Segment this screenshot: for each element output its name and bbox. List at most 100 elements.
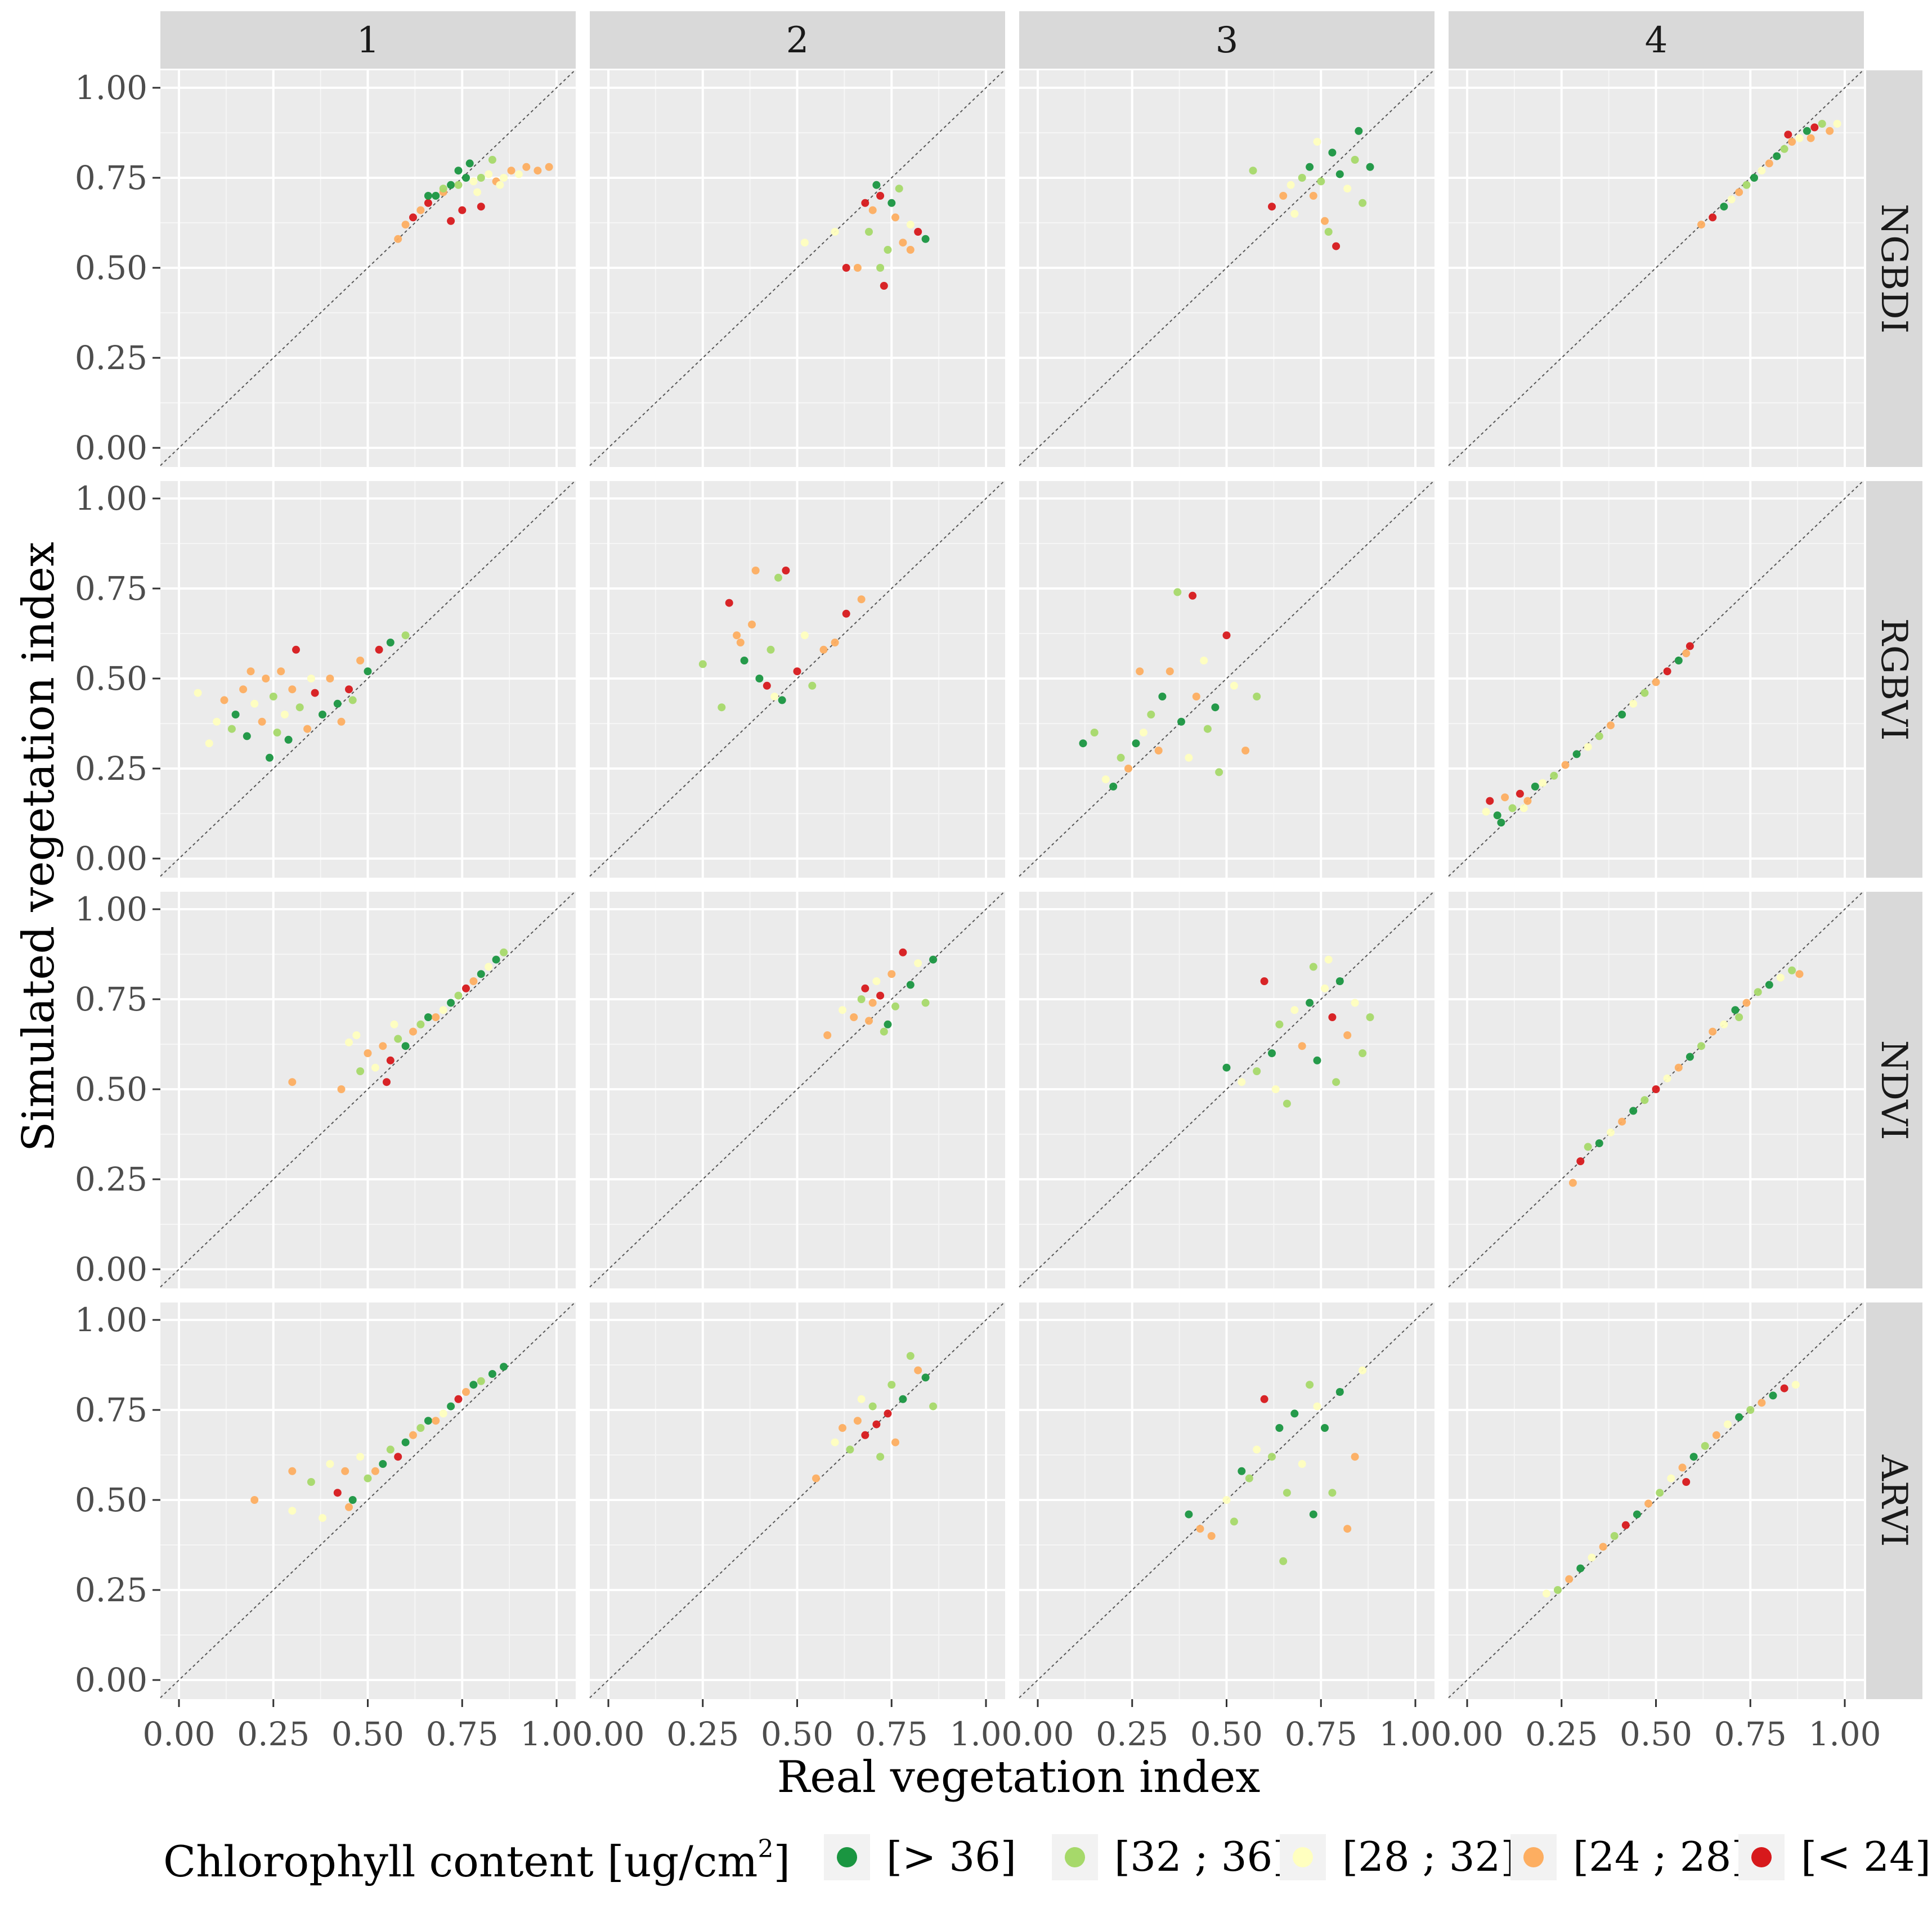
- data-point: [1758, 1399, 1766, 1407]
- data-point: [284, 735, 293, 744]
- data-point: [868, 999, 877, 1007]
- data-point: [1279, 1557, 1288, 1565]
- data-point: [812, 1474, 820, 1483]
- legend-key-dot: [1065, 1847, 1085, 1867]
- data-point: [205, 739, 213, 748]
- data-point: [1595, 1139, 1603, 1147]
- data-point: [1682, 1478, 1691, 1486]
- x-tick-label: 0.00: [1431, 1715, 1503, 1753]
- data-point: [416, 1020, 425, 1028]
- data-point: [333, 1489, 342, 1497]
- data-point: [1826, 127, 1834, 135]
- data-point: [465, 159, 474, 168]
- data-point: [846, 1445, 854, 1454]
- data-point: [1359, 1366, 1367, 1375]
- data-point: [1791, 1381, 1800, 1389]
- data-point: [447, 999, 455, 1007]
- data-point: [1697, 221, 1705, 229]
- data-point: [774, 573, 782, 582]
- data-point: [887, 1381, 896, 1389]
- data-point: [269, 693, 277, 700]
- panel-ndvi-4: [1448, 890, 1864, 1288]
- y-tick-label: 0.50: [75, 249, 147, 287]
- data-point: [1678, 1463, 1687, 1472]
- data-point: [1807, 134, 1815, 142]
- data-point: [416, 1424, 425, 1432]
- data-point: [1328, 1489, 1337, 1497]
- legend-item-label: [32 ; 36]: [1114, 1833, 1288, 1880]
- data-point: [386, 639, 395, 646]
- data-point: [880, 1027, 888, 1036]
- x-tick-label: 0.50: [761, 1715, 833, 1753]
- data-point: [288, 1467, 297, 1475]
- data-point: [876, 991, 885, 1000]
- data-point: [1780, 1384, 1788, 1393]
- panel-ndvi-3: [1019, 890, 1435, 1288]
- legend-items: [> 36] [32 ; 36] [28 ; 32] [24 ; 28] [< 24]: [824, 1833, 1931, 1880]
- data-point: [1154, 747, 1163, 754]
- data-point: [1298, 1460, 1306, 1468]
- x-tick-label: 0.00: [142, 1715, 215, 1753]
- data-point: [432, 192, 440, 200]
- data-point: [1328, 149, 1337, 157]
- data-point: [1486, 797, 1494, 805]
- data-point: [1576, 1157, 1585, 1165]
- data-point: [1720, 1020, 1728, 1028]
- data-point: [899, 239, 907, 247]
- data-point: [1572, 750, 1581, 758]
- data-point: [1742, 999, 1751, 1007]
- data-point: [439, 1409, 447, 1418]
- data-point: [383, 1078, 391, 1086]
- data-point: [364, 667, 372, 676]
- data-point: [1701, 1442, 1709, 1450]
- row-strip-ndvi: NDVI: [1866, 892, 1922, 1288]
- data-point: [1283, 1099, 1291, 1108]
- data-point: [277, 667, 285, 676]
- panel-arvi-4: [1448, 1301, 1864, 1699]
- column-strip-label: 1: [357, 20, 380, 61]
- data-point: [345, 1038, 353, 1046]
- data-point: [1720, 203, 1728, 211]
- data-point: [356, 1453, 365, 1461]
- data-point: [793, 667, 801, 676]
- legend-title-superscript: 2: [757, 1835, 773, 1863]
- data-point: [884, 1020, 892, 1028]
- data-point: [1309, 963, 1317, 971]
- data-point: [246, 667, 255, 676]
- panels-layer: [160, 69, 1864, 1699]
- panel-rgbvi-4: [1448, 479, 1864, 878]
- data-point: [1735, 188, 1743, 196]
- data-point: [1189, 591, 1197, 600]
- data-point: [1079, 739, 1087, 748]
- y-tick-label: 0.00: [75, 839, 147, 878]
- y-tick-label: 1.00: [75, 890, 147, 928]
- strips-layer: 1 2 3 4 NGBDI RGBVI NDVI ARVI: [160, 11, 1922, 1699]
- x-tick-label: 0.75: [1285, 1715, 1357, 1753]
- x-tick-label: 1.00: [1808, 1715, 1881, 1753]
- data-point: [921, 999, 930, 1007]
- data-point: [1313, 1402, 1321, 1411]
- data-point: [337, 717, 346, 726]
- data-point: [394, 235, 402, 243]
- data-point: [929, 955, 938, 964]
- data-point: [770, 693, 779, 700]
- data-point: [469, 177, 478, 186]
- data-point: [1508, 804, 1517, 812]
- data-point: [500, 1363, 508, 1371]
- data-point: [352, 1031, 361, 1039]
- data-point: [1686, 642, 1694, 650]
- data-point: [1355, 127, 1363, 135]
- data-point: [1222, 1063, 1231, 1072]
- data-point: [473, 188, 482, 196]
- data-point: [258, 717, 266, 726]
- data-point: [1501, 793, 1509, 802]
- data-point: [379, 1460, 387, 1468]
- data-point: [1735, 1013, 1743, 1021]
- data-point: [409, 213, 417, 222]
- data-point: [311, 689, 319, 697]
- data-point: [800, 239, 809, 247]
- data-point: [725, 599, 733, 607]
- x-tick-label: 1.00: [1379, 1715, 1451, 1753]
- data-point: [1230, 1517, 1238, 1526]
- data-point: [307, 675, 315, 682]
